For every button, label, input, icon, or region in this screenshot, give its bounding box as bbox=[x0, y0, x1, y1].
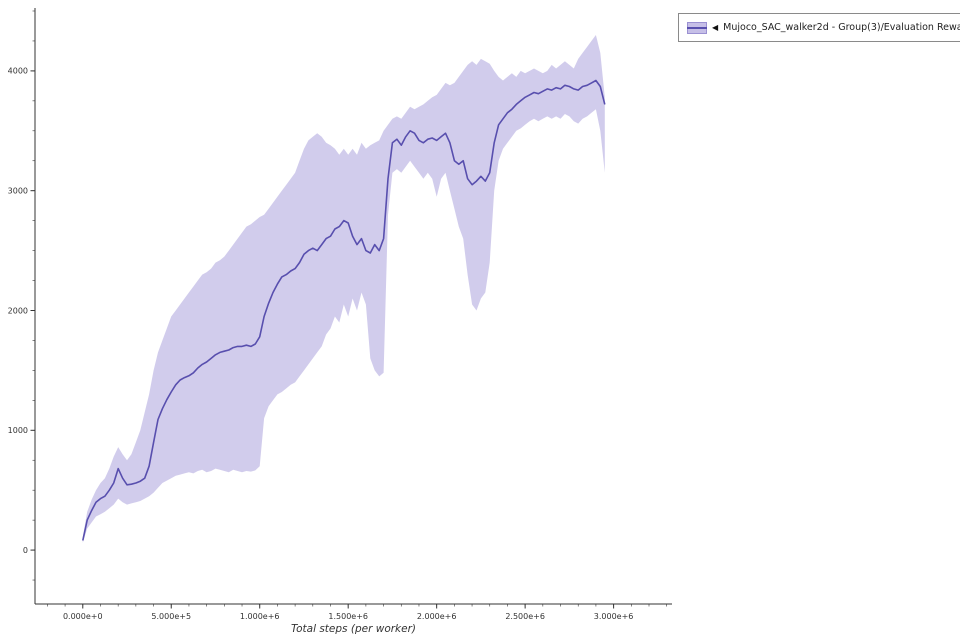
legend-label: Mujoco_SAC_walker2d - Group(3)/Evaluatio… bbox=[723, 22, 960, 33]
legend-swatch-icon bbox=[687, 21, 707, 34]
x-tick-label: 2.500e+6 bbox=[505, 612, 545, 621]
y-tick-label: 0 bbox=[23, 546, 28, 555]
confidence-band bbox=[82, 35, 605, 543]
y-tick-label: 1000 bbox=[8, 426, 28, 435]
legend[interactable]: ◀ Mujoco_SAC_walker2d - Group(3)/Evaluat… bbox=[678, 13, 960, 42]
y-tick-label: 4000 bbox=[8, 67, 28, 76]
y-tick-label: 3000 bbox=[8, 186, 28, 195]
x-tick-label: 5.000e+5 bbox=[151, 612, 191, 621]
legend-marker-icon: ◀ bbox=[712, 22, 719, 32]
x-tick-label: 2.000e+6 bbox=[417, 612, 457, 621]
x-tick-label: 1.000e+6 bbox=[240, 612, 280, 621]
x-tick-label: 0.000e+0 bbox=[63, 612, 103, 621]
y-tick-label: 2000 bbox=[8, 306, 28, 315]
x-tick-label: 1.500e+6 bbox=[328, 612, 368, 621]
x-tick-label: 3.000e+6 bbox=[594, 612, 634, 621]
x-axis-label: Total steps (per worker) bbox=[290, 623, 417, 635]
mean-line bbox=[82, 79, 606, 541]
